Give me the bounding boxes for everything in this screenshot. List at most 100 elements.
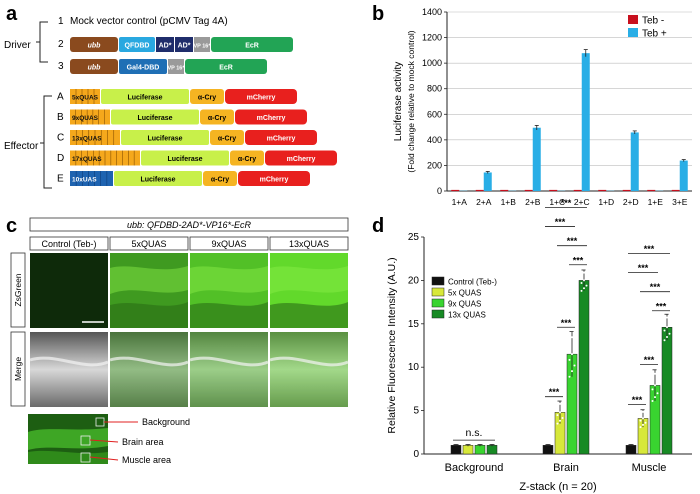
y-tick-label: 20 <box>408 275 420 286</box>
merge-image <box>270 332 348 407</box>
legend-label: Control (Teb-) <box>448 278 497 287</box>
ad-domain <box>156 37 174 52</box>
effector-rows: A 5xQUAS Luciferase α-Cry mCherry B 9xQUAS Luci… <box>57 89 337 186</box>
effector-bracket <box>40 95 52 189</box>
merge-image <box>190 332 268 407</box>
x-tick-label: 1+C <box>549 197 565 207</box>
luciferase-gene <box>101 89 189 104</box>
data-point <box>644 408 647 411</box>
sig-annotation: *** <box>549 387 560 397</box>
luciferase-label: Luciferase <box>147 136 182 143</box>
column-header: 9xQUAS <box>211 239 246 249</box>
data-point <box>556 414 559 417</box>
column-header-box <box>269 236 349 251</box>
data-point <box>556 405 559 408</box>
y-tick-label: 5 <box>413 406 419 417</box>
x-tick-label: 1+A <box>452 197 468 207</box>
data-point <box>580 282 583 285</box>
driver-label: Driver <box>4 40 31 51</box>
effector-id: A <box>57 92 64 103</box>
data-point <box>639 419 642 422</box>
y-axis-label: Luciferase activity <box>393 62 404 141</box>
zsgreen-signal <box>190 266 268 294</box>
bar <box>450 445 462 455</box>
micrograph-grid <box>29 253 349 407</box>
bar <box>542 445 554 455</box>
zsgreen-signal <box>270 266 348 294</box>
data-point <box>668 313 671 316</box>
data-point <box>559 419 561 422</box>
construct-3-id: 3 <box>58 61 64 72</box>
data-point <box>663 319 666 322</box>
data-point <box>571 336 573 339</box>
effector-id: D <box>57 153 64 164</box>
bar <box>625 445 637 455</box>
bar <box>483 172 492 191</box>
x-tick-label: 2+A <box>476 197 492 207</box>
mcherry-label: mCherry <box>287 156 316 163</box>
mcherry-gene <box>238 171 310 186</box>
y-tick-label: 25 <box>408 232 420 243</box>
zsgreen-signal <box>190 302 268 328</box>
uas-repeats <box>70 171 113 186</box>
data-point <box>571 370 573 373</box>
data-point <box>585 284 588 287</box>
vp16-label: VP 16* <box>193 44 211 50</box>
inset-label-brain: Brain area <box>122 437 164 447</box>
zsgreen-image <box>30 253 108 328</box>
data-point <box>654 396 656 399</box>
sig-annotation: *** <box>561 198 572 208</box>
legend-label: Teb + <box>642 29 667 40</box>
roi-pointer <box>89 456 119 461</box>
mcherry-label: mCherry <box>267 136 296 143</box>
acry-promoter <box>230 150 264 166</box>
construct-1-id: 1 <box>58 16 64 27</box>
ad-domain <box>175 37 193 52</box>
x-tick-label: 1+E <box>648 197 664 207</box>
sig-annotation: *** <box>656 301 667 311</box>
y-tick-label: 800 <box>427 84 442 94</box>
sig-annotation: *** <box>650 282 661 292</box>
imaging-title: ubb: QFDBD-2AD*-VP16*-EcR <box>127 220 252 230</box>
x-tick-label: 2+D <box>623 197 639 207</box>
data-point <box>642 410 644 413</box>
luciferase-label: Luciferase <box>137 115 172 122</box>
data-point <box>654 372 656 375</box>
ubb-label: ubb <box>88 43 102 50</box>
merge-overlay <box>190 332 268 407</box>
data-point <box>651 388 654 391</box>
mcherry-gene <box>225 89 297 104</box>
acry-label: α-Cry <box>218 136 236 143</box>
data-point <box>559 402 561 405</box>
sig-annotation: *** <box>644 355 655 365</box>
roi-pointer <box>89 439 119 443</box>
ubb-promoter <box>70 59 118 74</box>
quas-repeats <box>70 109 110 125</box>
x-tick-label: 3+E <box>672 197 688 207</box>
legend-swatch <box>431 276 445 286</box>
x-axis-label: Z-stack (n = 20) <box>519 481 596 493</box>
luciferase-label: Luciferase <box>167 156 202 163</box>
sig-annotation: *** <box>638 263 649 273</box>
sig-annotation: *** <box>644 244 655 254</box>
data-point <box>573 364 576 367</box>
effector-id: C <box>57 133 64 144</box>
ubb-label: ubb <box>88 65 102 72</box>
legend-label: 9x QUAS <box>448 300 481 309</box>
luciferase-label: Luciferase <box>127 95 162 102</box>
data-point <box>561 400 564 403</box>
data-point <box>656 392 659 395</box>
data-point <box>580 289 583 292</box>
x-tick-label: 1+D <box>598 197 614 207</box>
data-point <box>556 422 559 425</box>
repeat-label: 5xQUAS <box>72 95 99 102</box>
gal4-domain <box>119 59 167 74</box>
construct-diagram: Driver 1 Mock vector control (pCMV Tag 4… <box>4 16 337 189</box>
mcherry-label: mCherry <box>257 115 286 122</box>
mcherry-gene <box>265 150 337 166</box>
merge-tissue-edge <box>109 356 189 367</box>
data-point <box>561 416 564 419</box>
inset-tissue <box>28 450 108 464</box>
ecr-label: EcR <box>245 43 259 50</box>
merge-image <box>30 332 108 407</box>
